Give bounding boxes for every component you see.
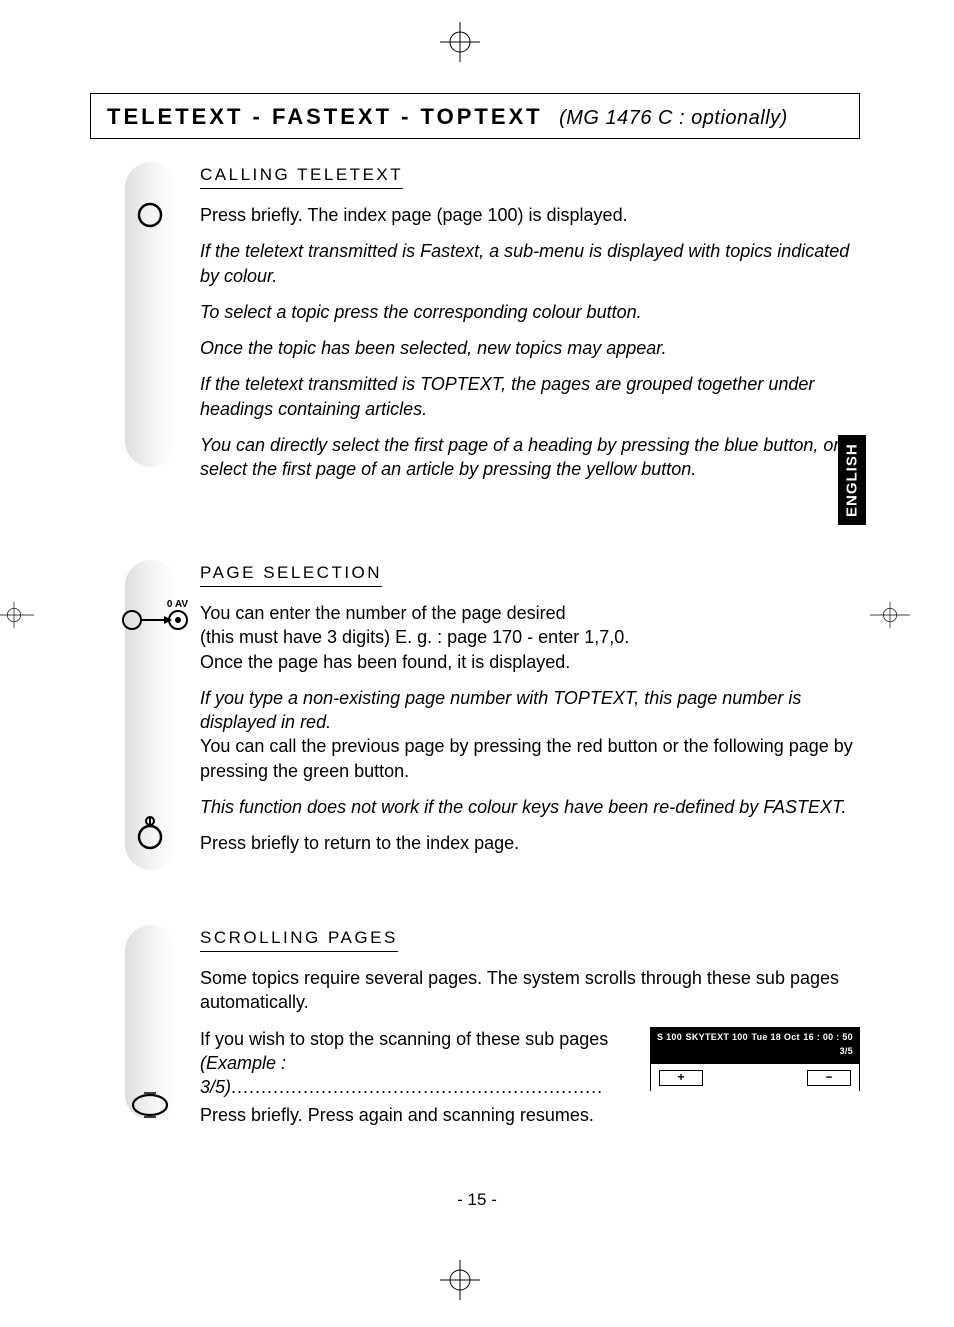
body-text: If the teletext transmitted is TOPTEXT, … — [200, 372, 860, 421]
section-page-selection: 0 AV PAGE SELECTION You can enter the nu… — [90, 560, 860, 868]
page-number: - 15 - — [457, 1190, 497, 1210]
section-heading: SCROLLING PAGES — [200, 927, 398, 952]
body-text: Once the topic has been selected, new to… — [200, 336, 860, 360]
leader-dots: ........................................… — [231, 1077, 603, 1097]
registration-mark-top — [440, 22, 480, 62]
body-text: Some topics require several pages. The s… — [200, 966, 860, 1015]
body-text: You can call the previous page by pressi… — [200, 734, 860, 783]
ttx-time: 16 : 00 : 50 — [803, 1031, 853, 1043]
teletext-button-icon — [135, 200, 165, 235]
svg-text:0 AV: 0 AV — [167, 599, 188, 610]
registration-mark-bottom — [440, 1260, 480, 1300]
page-title-sub: (MG 1476 C : optionally) — [559, 107, 788, 129]
body-text: If you wish to stop the scanning of thes… — [200, 1027, 630, 1051]
index-button-icon — [134, 815, 166, 856]
section-heading: PAGE SELECTION — [200, 562, 382, 587]
body-text: This function does not work if the colou… — [200, 795, 860, 819]
ttx-minus-button: − — [807, 1070, 851, 1086]
page-title-box: TELETEXT - FASTEXT - TOPTEXT (MG 1476 C … — [90, 93, 860, 139]
body-text: You can directly select the first page o… — [200, 433, 860, 482]
body-text: (this must have 3 digits) E. g. : page 1… — [200, 625, 860, 649]
section-calling-teletext: CALLING TELETEXT Press briefly. The inde… — [90, 162, 860, 494]
body-text: Press briefly to return to the index pag… — [200, 831, 860, 855]
body-text: Press briefly. The index page (page 100)… — [200, 203, 860, 227]
body-text: To select a topic press the correspondin… — [200, 300, 860, 324]
hold-button-icon — [128, 1090, 172, 1125]
teletext-screen-graphic: S 100 SKYTEXT 100 Tue 18 Oct 16 : 00 : 5… — [650, 1027, 860, 1091]
section-heading: CALLING TELETEXT — [200, 164, 403, 189]
page-title-main: TELETEXT - FASTEXT - TOPTEXT — [107, 104, 543, 129]
body-text: If you type a non-existing page number w… — [200, 686, 860, 735]
ttx-page: S 100 — [657, 1031, 682, 1043]
teletext-header: S 100 SKYTEXT 100 Tue 18 Oct 16 : 00 : 5… — [651, 1028, 859, 1064]
ttx-plus-button: + — [659, 1070, 703, 1086]
body-text: If the teletext transmitted is Fastext, … — [200, 239, 860, 288]
body-text: Press briefly. Press again and scanning … — [200, 1103, 860, 1127]
ttx-subpage: 3/5 — [840, 1046, 853, 1056]
registration-mark-left — [0, 595, 34, 635]
ttx-date: Tue 18 Oct — [751, 1031, 799, 1043]
body-text: You can enter the number of the page des… — [200, 601, 860, 625]
teletext-footer: + − — [651, 1064, 859, 1092]
section-scrolling-pages: SCROLLING PAGES Some topics require seve… — [90, 925, 860, 1139]
numeric-av-button-icon: 0 AV — [120, 598, 190, 637]
registration-mark-right — [870, 595, 910, 635]
ttx-service: SKYTEXT 100 — [686, 1031, 748, 1043]
body-text: Once the page has been found, it is disp… — [200, 650, 860, 674]
